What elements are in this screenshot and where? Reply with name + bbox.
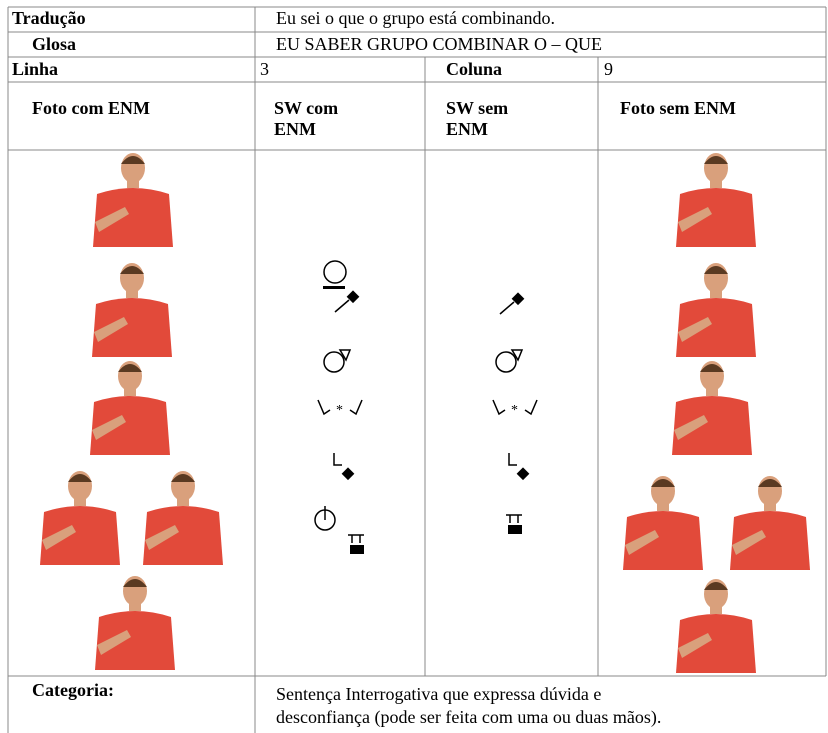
- photo-hair: [700, 364, 724, 372]
- sw-circle: [323, 351, 345, 373]
- sw-hands: [492, 399, 538, 416]
- photo-hair: [123, 579, 147, 587]
- photo-shirt: [730, 511, 810, 570]
- photo-shirt: [676, 188, 756, 247]
- label: Linha: [12, 59, 59, 79]
- value: 3: [260, 59, 269, 79]
- label: Tradução: [12, 8, 86, 28]
- photo-hair: [121, 156, 145, 164]
- photo-arm: [678, 207, 712, 232]
- photo-shirt: [623, 511, 703, 570]
- photo-arm: [145, 525, 179, 550]
- photo-arm: [674, 415, 708, 440]
- photo-arm: [678, 633, 712, 658]
- photo-shirt: [40, 506, 120, 565]
- photo-arm: [94, 317, 128, 342]
- photo-arm: [625, 530, 659, 555]
- photo-hair: [704, 266, 728, 274]
- sw-hand: [508, 525, 522, 534]
- photo-hair: [118, 364, 142, 372]
- sw-arrows: [506, 514, 522, 523]
- sw-bar: [323, 286, 345, 289]
- photo-shirt: [676, 298, 756, 357]
- sw-face: [323, 260, 347, 284]
- sw-hand: [338, 349, 352, 362]
- photo-shirt: [143, 506, 223, 565]
- sw-star: *: [511, 403, 518, 418]
- photo-arm: [42, 525, 76, 550]
- photo-hair: [120, 266, 144, 274]
- sw-hand: [350, 545, 364, 554]
- photo-hair: [704, 582, 728, 590]
- value-line: desconfiança (pode ser feita com uma ou …: [276, 707, 662, 727]
- photo-arm: [732, 530, 766, 555]
- value: 9: [604, 59, 613, 79]
- header: SW sem ENM: [446, 98, 509, 139]
- sw-line: [334, 299, 350, 313]
- sw-line: [499, 301, 515, 315]
- label: Categoria:: [32, 680, 114, 700]
- photo-arm: [678, 317, 712, 342]
- sw-circle: [495, 351, 517, 373]
- photo-hair: [651, 479, 675, 487]
- sw-hand: [510, 349, 524, 362]
- photo-hair: [758, 479, 782, 487]
- photo-hair: [68, 474, 92, 482]
- sw-arrows: [348, 534, 364, 543]
- sw-move: [333, 453, 342, 466]
- photo-arm: [97, 630, 131, 655]
- header: Foto sem ENM: [620, 98, 736, 118]
- photo-shirt: [93, 188, 173, 247]
- photo-hair: [704, 156, 728, 164]
- sw-hand: [516, 467, 530, 481]
- value: EU SABER GRUPO COMBINAR O – QUE: [276, 34, 603, 54]
- label: Coluna: [446, 59, 503, 79]
- photo-arm: [95, 207, 129, 232]
- sw-star: *: [336, 403, 343, 418]
- sw-move: [508, 453, 517, 466]
- photo-shirt: [95, 611, 175, 670]
- photo-hair: [171, 474, 195, 482]
- label: Glosa: [32, 34, 77, 54]
- sw-hands: [317, 399, 363, 416]
- photo-shirt: [90, 396, 170, 455]
- photo-shirt: [676, 614, 756, 673]
- value: Eu sei o que o grupo está combinando.: [276, 8, 555, 28]
- sw-hand: [341, 467, 355, 481]
- photo-shirt: [92, 298, 172, 357]
- header: Foto com ENM: [32, 98, 150, 118]
- photo-arm: [92, 415, 126, 440]
- value-line: Sentença Interrogativa que expressa dúvi…: [276, 684, 602, 704]
- header: SW com ENM: [274, 98, 339, 139]
- photo-shirt: [672, 396, 752, 455]
- sw-hand: [346, 290, 360, 304]
